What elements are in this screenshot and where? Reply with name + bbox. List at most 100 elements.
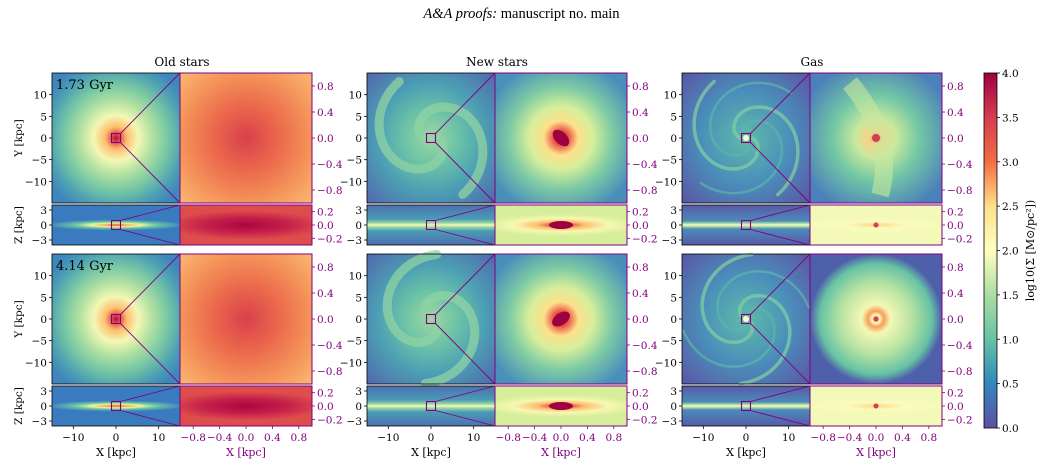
zoom-box bbox=[425, 400, 437, 412]
zoom-z-tick-label: −0.2 bbox=[632, 414, 658, 426]
density-map bbox=[180, 254, 312, 384]
y-tick-label: 5 bbox=[355, 292, 362, 304]
zoom-x-tick-label: 0.0 bbox=[238, 432, 255, 444]
zoom-y-tick-label: −0.8 bbox=[632, 185, 658, 197]
zoom-z-tick-label: −0.2 bbox=[947, 414, 973, 426]
zoom-box bbox=[740, 219, 752, 231]
zoom-y-tick-label: 0.0 bbox=[632, 133, 649, 145]
zoom-z-tick-label: −0.2 bbox=[632, 233, 658, 245]
y-tick-label: 5 bbox=[670, 111, 677, 123]
z-tick-label: 0 bbox=[670, 401, 677, 413]
column-title: Gas bbox=[801, 55, 824, 69]
z-tick-label: 0 bbox=[670, 220, 677, 232]
spiral-arm bbox=[716, 270, 810, 332]
z-tick-label: −3 bbox=[662, 416, 677, 428]
zoom-x-tick-label: 0.8 bbox=[290, 432, 307, 444]
zoom-z-tick-label: −0.2 bbox=[317, 414, 343, 426]
time-label: 1.73 Gyr bbox=[56, 78, 114, 93]
y-tick-label: −5 bbox=[662, 155, 677, 167]
zoom-connector bbox=[120, 323, 181, 385]
z-tick-label: 3 bbox=[40, 205, 47, 217]
y-tick-label: −5 bbox=[32, 155, 47, 167]
colorbar-tick-label: 0.0 bbox=[1002, 423, 1019, 435]
x-tick-label: 0 bbox=[743, 432, 750, 444]
density-map bbox=[52, 205, 180, 245]
zoom-connector bbox=[435, 72, 496, 134]
panel-image bbox=[179, 72, 313, 204]
y-tick-label: 10 bbox=[34, 271, 47, 283]
density-map bbox=[367, 205, 495, 245]
z-tick-label: −3 bbox=[347, 416, 362, 428]
zoom-y-tick-label: −0.8 bbox=[632, 366, 658, 378]
zoom-y-tick-label: 0.0 bbox=[947, 314, 964, 326]
x-tick-label: 10 bbox=[152, 432, 165, 444]
zoom-z-tick-label: 0.0 bbox=[947, 220, 964, 232]
z-tick-label: 0 bbox=[40, 401, 47, 413]
zoom-box bbox=[110, 219, 122, 231]
y-tick-label: −10 bbox=[340, 357, 362, 369]
zoom-z-tick-label: 0.0 bbox=[317, 220, 334, 232]
zoom-y-tick-label: 0.8 bbox=[947, 262, 964, 274]
zoom-y-tick-label: −0.8 bbox=[317, 185, 343, 197]
panel-image bbox=[51, 204, 181, 246]
colorbar-tick-label: 2.5 bbox=[1002, 201, 1019, 213]
zoom-connector bbox=[435, 323, 496, 385]
zoom-box bbox=[740, 132, 752, 144]
zoom-connector bbox=[120, 385, 181, 402]
zoom-connector bbox=[120, 142, 181, 204]
zoom-z-tick-label: 0.0 bbox=[947, 401, 964, 413]
spiral-arm bbox=[700, 252, 755, 345]
y-tick-label: −10 bbox=[655, 357, 677, 369]
y-tick-label: 10 bbox=[664, 271, 677, 283]
zoom-box bbox=[425, 313, 437, 325]
zoom-x-axis-label: X [kpc] bbox=[541, 446, 581, 459]
zoom-x-tick-label: 0.8 bbox=[605, 432, 622, 444]
x-axis-label: X [kpc] bbox=[411, 446, 451, 459]
zoom-y-tick-label: −0.4 bbox=[317, 340, 343, 352]
spiral-arm bbox=[692, 79, 760, 171]
zoom-x-tick-label: 0.4 bbox=[264, 432, 281, 444]
bar-core bbox=[552, 129, 570, 147]
gas-core bbox=[873, 222, 879, 228]
x-tick-label: 10 bbox=[467, 432, 480, 444]
panel-image bbox=[179, 385, 313, 427]
panel-image bbox=[809, 204, 943, 246]
panel-image bbox=[494, 204, 628, 246]
zoom-box bbox=[740, 400, 752, 412]
z-tick-label: −3 bbox=[32, 235, 47, 247]
gas-core bbox=[872, 134, 880, 142]
x-tick-label: −10 bbox=[62, 432, 84, 444]
colorbar-tick-label: 3.0 bbox=[1002, 157, 1019, 169]
zoom-y-tick-label: −0.4 bbox=[947, 159, 973, 171]
y-tick-label: 5 bbox=[40, 111, 47, 123]
zoom-x-axis-label: X [kpc] bbox=[226, 446, 266, 459]
zoom-connector bbox=[750, 253, 811, 315]
zoom-x-tick-label: 0.8 bbox=[920, 432, 937, 444]
y-tick-label: −5 bbox=[347, 336, 362, 348]
zoom-y-tick-label: 0.4 bbox=[317, 288, 334, 300]
z-tick-label: 0 bbox=[40, 220, 47, 232]
colorbar-tick-label: 0.5 bbox=[1002, 379, 1019, 391]
zoom-box bbox=[110, 313, 122, 325]
y-tick-label: 10 bbox=[664, 90, 677, 102]
x-axis-label: X [kpc] bbox=[726, 446, 766, 459]
zoom-x-tick-label: −0.8 bbox=[495, 432, 521, 444]
z-tick-label: 3 bbox=[40, 386, 47, 398]
zoom-connector bbox=[120, 410, 181, 427]
x-tick-label: −10 bbox=[377, 432, 399, 444]
zoom-connector bbox=[435, 410, 496, 427]
zoom-z-tick-label: −0.2 bbox=[317, 233, 343, 245]
panel-image bbox=[179, 204, 313, 246]
density-map bbox=[682, 386, 810, 426]
zoom-z-tick-label: 0.0 bbox=[317, 401, 334, 413]
zoom-y-tick-label: 0.8 bbox=[632, 262, 649, 274]
zoom-connector bbox=[435, 253, 496, 315]
x-tick-label: 10 bbox=[782, 432, 795, 444]
zoom-y-tick-label: −0.4 bbox=[947, 340, 973, 352]
zoom-box bbox=[740, 313, 752, 325]
zoom-z-tick-label: 0.2 bbox=[317, 388, 334, 400]
gas-core bbox=[743, 135, 749, 141]
zoom-box bbox=[110, 400, 122, 412]
zoom-y-tick-label: 0.8 bbox=[632, 81, 649, 93]
y-tick-label: 0 bbox=[355, 314, 362, 326]
